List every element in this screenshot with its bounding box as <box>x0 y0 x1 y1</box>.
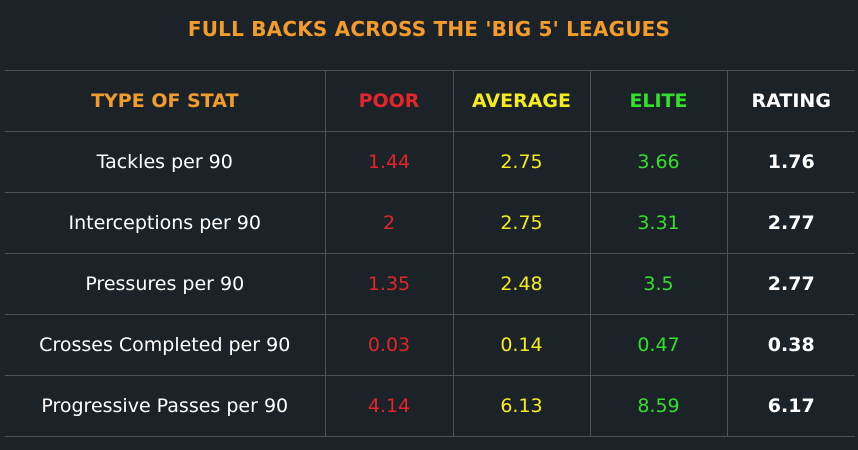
stat-name: Progressive Passes per 90 <box>5 375 325 437</box>
elite-value: 3.31 <box>589 192 727 254</box>
average-value: 2.48 <box>452 253 590 315</box>
rating-value: 0.38 <box>726 314 855 376</box>
header-elite: ELITE <box>589 70 727 132</box>
table-row: Progressive Passes per 90 4.14 6.13 8.59… <box>5 375 855 437</box>
rating-value: 6.17 <box>726 375 855 437</box>
average-value: 2.75 <box>452 192 590 254</box>
rating-value: 2.77 <box>726 253 855 315</box>
poor-value: 2 <box>324 192 453 254</box>
stat-name: Tackles per 90 <box>5 131 325 193</box>
header-rating: RATING <box>726 70 855 132</box>
stat-name: Crosses Completed per 90 <box>5 314 325 376</box>
table-header: TYPE OF STAT POOR AVERAGE ELITE RATING <box>5 70 855 132</box>
rating-value: 1.76 <box>726 131 855 193</box>
poor-value: 0.03 <box>324 314 453 376</box>
elite-value: 0.47 <box>589 314 727 376</box>
average-value: 2.75 <box>452 131 590 193</box>
table-row: Tackles per 90 1.44 2.75 3.66 1.76 <box>5 131 855 193</box>
header-poor: POOR <box>324 70 453 132</box>
elite-value: 8.59 <box>589 375 727 437</box>
average-value: 0.14 <box>452 314 590 376</box>
header-average: AVERAGE <box>452 70 590 132</box>
poor-value: 4.14 <box>324 375 453 437</box>
stats-table: TYPE OF STAT POOR AVERAGE ELITE RATING T… <box>5 70 855 437</box>
header-type-of-stat: TYPE OF STAT <box>5 70 325 132</box>
stat-name: Interceptions per 90 <box>5 192 325 254</box>
poor-value: 1.44 <box>324 131 453 193</box>
table-row: Crosses Completed per 90 0.03 0.14 0.47 … <box>5 314 855 376</box>
rating-value: 2.77 <box>726 192 855 254</box>
poor-value: 1.35 <box>324 253 453 315</box>
elite-value: 3.66 <box>589 131 727 193</box>
elite-value: 3.5 <box>589 253 727 315</box>
table-body: Tackles per 90 1.44 2.75 3.66 1.76 Inter… <box>5 131 855 437</box>
header-row: TYPE OF STAT POOR AVERAGE ELITE RATING <box>5 70 855 132</box>
stat-name: Pressures per 90 <box>5 253 325 315</box>
average-value: 6.13 <box>452 375 590 437</box>
table-row: Interceptions per 90 2 2.75 3.31 2.77 <box>5 192 855 254</box>
table-row: Pressures per 90 1.35 2.48 3.5 2.77 <box>5 253 855 315</box>
table-title: FULL BACKS ACROSS THE 'BIG 5' LEAGUES <box>187 17 671 41</box>
